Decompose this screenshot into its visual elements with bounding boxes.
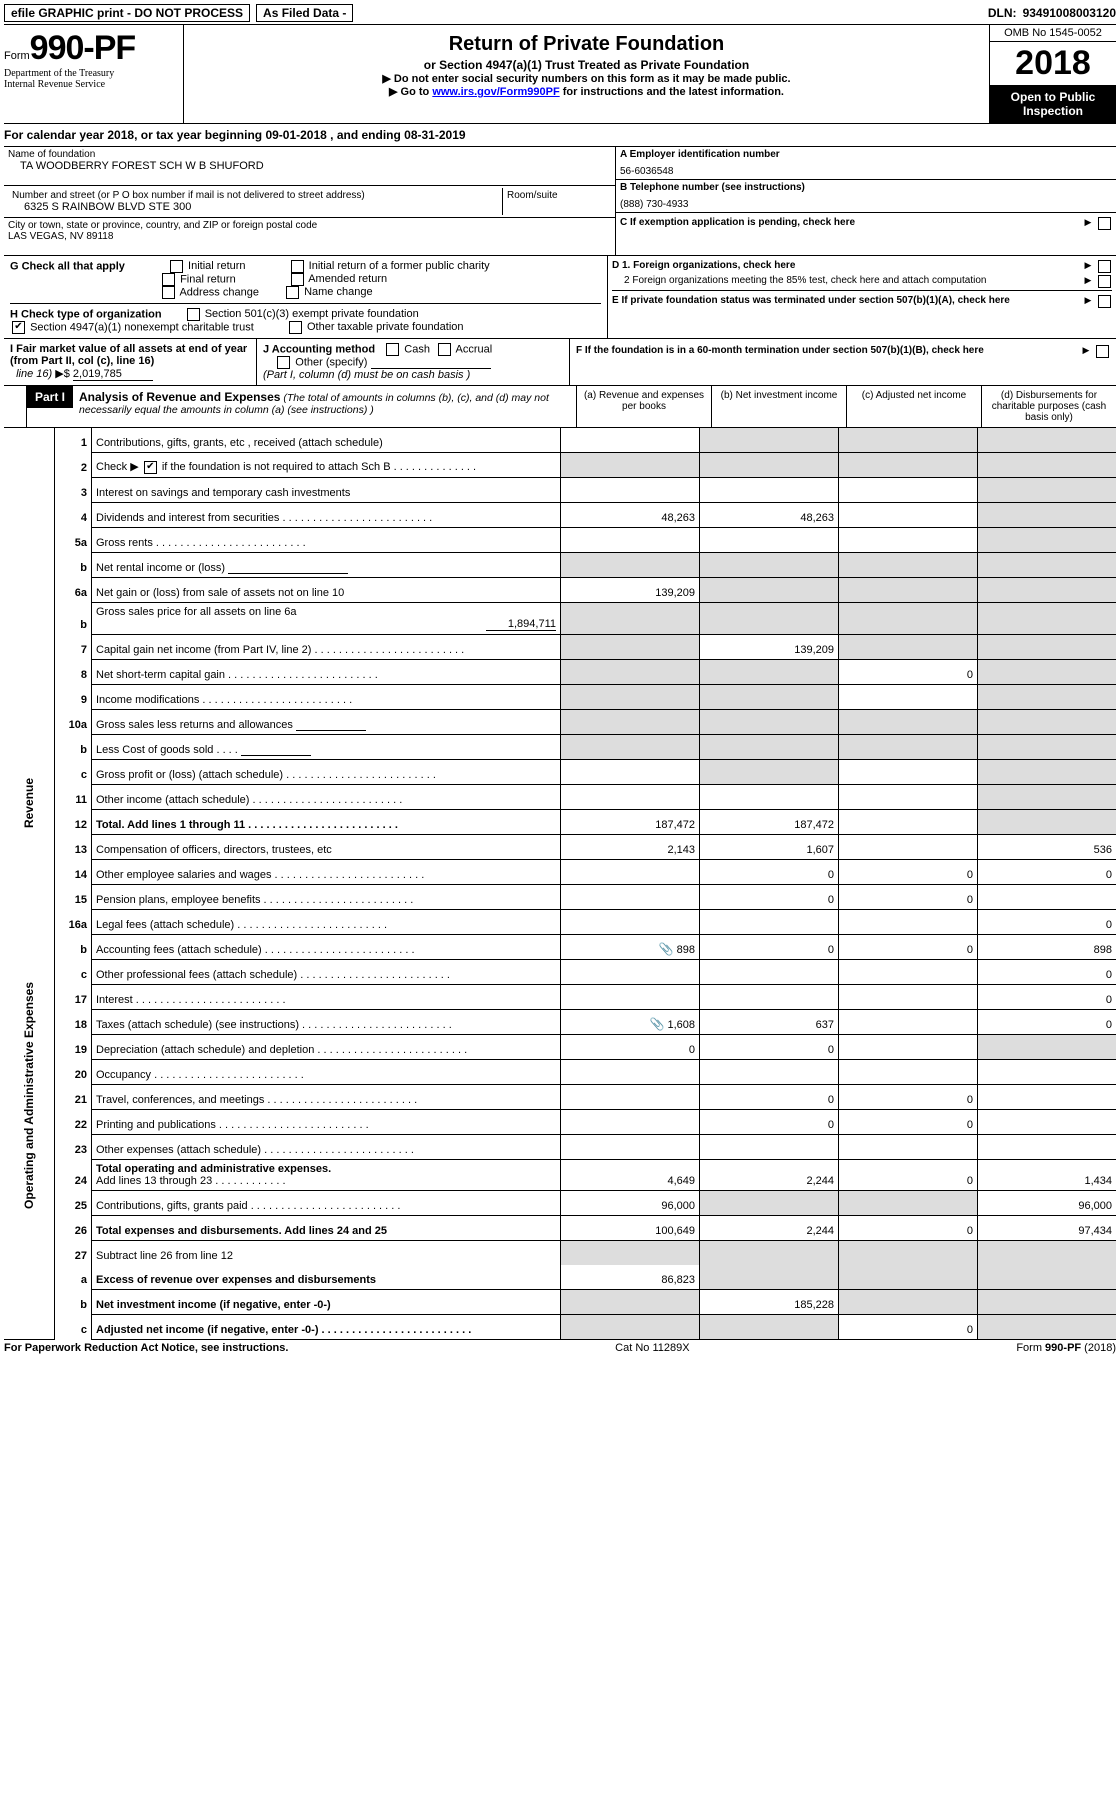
phone-value: (888) 730-4933 [620, 193, 1112, 210]
ein-value: 56-6036548 [620, 160, 1112, 177]
room-label: Room/suite [503, 188, 611, 215]
chk-other-tax[interactable] [289, 321, 302, 334]
col-b-head: (b) Net investment income [712, 386, 847, 427]
instr-ssn: ▶ Do not enter social security numbers o… [192, 72, 981, 85]
foundation-name: TA WOODBERRY FOREST SCH W B SHUFORD [8, 160, 611, 172]
chk-d2[interactable] [1098, 275, 1111, 288]
chk-amended[interactable] [291, 273, 304, 286]
open-public: Open to Public Inspection [990, 86, 1116, 123]
chk-4947[interactable] [12, 321, 25, 334]
footer-mid: Cat No 11289X [615, 1342, 689, 1354]
footer-left: For Paperwork Reduction Act Notice, see … [4, 1342, 288, 1354]
form-subtitle: or Section 4947(a)(1) Trust Treated as P… [192, 58, 981, 72]
part1-table: Revenue 1Contributions, gifts, grants, e… [4, 428, 1116, 1340]
arrow-icon [1082, 260, 1096, 271]
top-bar: efile GRAPHIC print - DO NOT PROCESS As … [4, 4, 1116, 25]
col-d-head: (d) Disbursements for charitable purpose… [982, 386, 1116, 427]
chk-initial-former[interactable] [291, 260, 304, 273]
footer-right: Form 990-PF (2018) [1016, 1342, 1116, 1354]
h-label: H Check type of organization [10, 308, 162, 320]
part1-header: Part I Analysis of Revenue and Expenses … [4, 386, 1116, 428]
chk-addr[interactable] [162, 286, 175, 299]
chk-schb[interactable] [144, 461, 157, 474]
omb-no: OMB No 1545-0052 [990, 25, 1116, 42]
chk-501c3[interactable] [187, 308, 200, 321]
j-section: J Accounting method Cash Accrual Other (… [257, 339, 570, 385]
arrow-icon [1082, 275, 1096, 286]
phone-label: B Telephone number (see instructions) [620, 182, 1112, 193]
calendar-year-line: For calendar year 2018, or tax year begi… [4, 124, 1116, 147]
chk-name[interactable] [286, 286, 299, 299]
attach-icon[interactable]: 📎 [659, 942, 674, 956]
col-a-head: (a) Revenue and expenses per books [577, 386, 712, 427]
attach-icon[interactable]: 📎 [649, 1017, 664, 1031]
revenue-side: Revenue [22, 778, 36, 828]
chk-f[interactable] [1096, 345, 1109, 358]
d-section: D 1. Foreign organizations, check here 2… [608, 256, 1116, 338]
dept-irs: Internal Revenue Service [4, 79, 179, 90]
chk-other-acct[interactable] [277, 356, 290, 369]
arrow-icon [1080, 345, 1094, 356]
dept-treasury: Department of the Treasury [4, 68, 179, 79]
chk-d1[interactable] [1098, 260, 1111, 273]
tax-year: 2018 [990, 42, 1116, 86]
instr-goto: ▶ Go to www.irs.gov/Form990PF for instru… [192, 85, 981, 98]
c-label: C If exemption application is pending, c… [620, 217, 855, 228]
g-section: G Check all that apply Initial return In… [4, 256, 608, 338]
chk-cash[interactable] [386, 343, 399, 356]
fmv-value: 2,019,785 [73, 368, 153, 381]
form-title: Return of Private Foundation [192, 33, 981, 56]
ein-label: A Employer identification number [620, 149, 1112, 160]
dln-label: DLN: [988, 6, 1017, 20]
efile-box: efile GRAPHIC print - DO NOT PROCESS [4, 4, 250, 22]
c-checkbox[interactable] [1098, 217, 1111, 230]
expenses-side: Operating and Administrative Expenses [22, 982, 36, 1209]
chk-e[interactable] [1098, 295, 1111, 308]
arrow-icon [1082, 295, 1096, 306]
chk-final[interactable] [162, 273, 175, 286]
dln-value: 93491008003120 [1023, 6, 1116, 20]
f-section: F If the foundation is in a 60-month ter… [570, 339, 1116, 385]
chk-initial[interactable] [170, 260, 183, 273]
name-label: Name of foundation [8, 149, 611, 160]
arrow-icon [1082, 217, 1096, 228]
street-value: 6325 S RAINBOW BLVD STE 300 [12, 201, 498, 213]
form-prefix: Form [4, 50, 30, 62]
city-label: City or town, state or province, country… [8, 220, 611, 231]
street-label: Number and street (or P O box number if … [12, 190, 498, 201]
i-section: I Fair market value of all assets at end… [4, 339, 257, 385]
part1-label: Part I [27, 386, 73, 408]
col-c-head: (c) Adjusted net income [847, 386, 982, 427]
page-footer: For Paperwork Reduction Act Notice, see … [4, 1340, 1116, 1354]
irs-link[interactable]: www.irs.gov/Form990PF [432, 86, 559, 98]
asfiled-box: As Filed Data - [256, 4, 353, 22]
chk-accrual[interactable] [438, 343, 451, 356]
city-value: LAS VEGAS, NV 89118 [8, 231, 611, 242]
g-label: G Check all that apply [10, 260, 125, 272]
form-header: Form990-PF Department of the Treasury In… [4, 25, 1116, 124]
form-number: 990-PF [30, 29, 136, 67]
